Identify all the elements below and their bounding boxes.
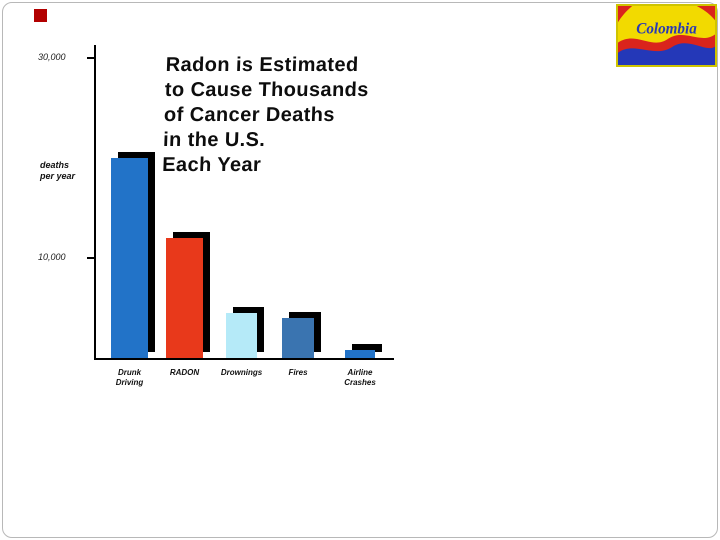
y-axis-label: deaths per year: [40, 160, 76, 181]
bar-fires: [282, 318, 314, 358]
category-label: Drunk Driving: [115, 368, 144, 387]
category-label: Airline Crashes: [344, 368, 376, 387]
y-tick-mark: [87, 257, 94, 259]
y-axis-line: [94, 45, 96, 360]
bar-drunk-driving: [111, 158, 148, 358]
colombia-flag-graphic: Colombia: [618, 6, 715, 65]
bullet-square: [34, 9, 47, 22]
bar-drownings: [226, 313, 257, 358]
y-tick-label: 30,000: [38, 52, 66, 62]
x-axis-line: [94, 358, 394, 360]
colombia-logo-text: Colombia: [636, 20, 697, 37]
category-label: RADON: [169, 368, 200, 377]
category-label: Drownings: [220, 368, 263, 377]
y-tick-mark: [87, 57, 94, 59]
colombia-logo: Colombia: [616, 4, 717, 67]
bar-airline-crashes: [345, 350, 375, 358]
bar-radon: [166, 238, 203, 358]
chart-title: Radon is Estimated to Cause Thousands of C…: [161, 54, 370, 176]
y-tick-label: 10,000: [38, 252, 66, 262]
category-label: Fires: [288, 368, 308, 377]
